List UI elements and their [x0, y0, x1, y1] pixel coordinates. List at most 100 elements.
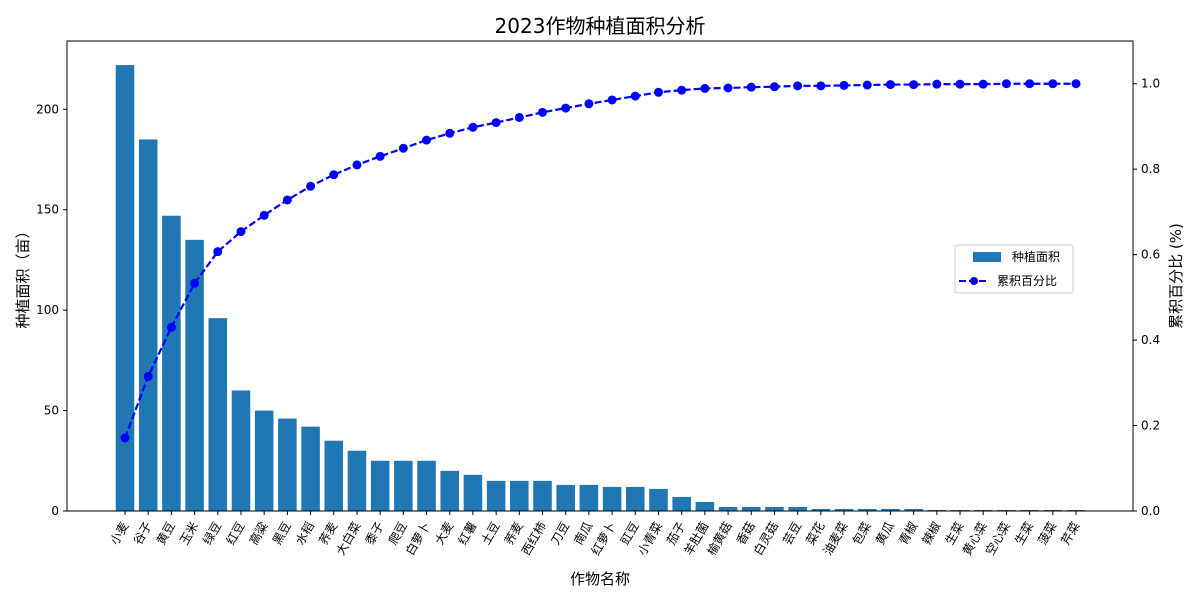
bar [254, 410, 274, 511]
cumulative-point [1025, 79, 1035, 89]
cumulative-point [375, 151, 385, 161]
bar [649, 488, 668, 511]
bar [1043, 509, 1063, 511]
x-tick-label: 芸豆 [780, 520, 804, 548]
x-tick-label: 菠菜 [1035, 520, 1059, 548]
bar [533, 480, 552, 511]
cumulative-point [769, 82, 779, 92]
bar [950, 509, 970, 511]
legend-bar-swatch [973, 252, 1001, 262]
left-y-axis: 0 50 100 150 200 [36, 102, 67, 518]
bar [672, 496, 691, 511]
bar [765, 506, 784, 511]
cumulative-point [190, 278, 200, 288]
right-y-tick-label: 0.4 [1141, 333, 1160, 347]
x-tick-label: 大麦 [432, 520, 456, 548]
bar [973, 509, 993, 511]
bar [394, 460, 413, 511]
x-tick-label: 土豆 [479, 520, 503, 548]
cumulative-point [352, 160, 362, 170]
cumulative-point [932, 79, 942, 89]
x-tick-label: 谷子 [131, 520, 155, 548]
cumulative-point [1001, 79, 1011, 89]
bar [556, 484, 575, 511]
x-tick-label: 南瓜 [571, 519, 596, 547]
cumulative-point [700, 83, 710, 93]
bar [927, 509, 947, 511]
left-y-axis-title: 种植面积（亩） [14, 223, 32, 328]
bar [904, 508, 923, 511]
cumulative-point [909, 80, 919, 90]
x-tick-label: 菜花 [802, 519, 827, 547]
x-tick-label: 黄豆 [154, 520, 178, 548]
cumulative-point [282, 195, 292, 205]
x-tick-label: 黑豆 [270, 520, 294, 548]
bar [231, 390, 251, 511]
bar [695, 501, 715, 511]
x-tick-label: 黄瓜 [873, 520, 897, 548]
bar [626, 486, 645, 511]
cumulative-point [422, 135, 432, 145]
bar [857, 508, 877, 511]
legend-label-bars: 种植面积 [1012, 249, 1060, 264]
bar [1066, 509, 1086, 511]
bar [997, 509, 1016, 511]
cumulative-point [885, 80, 895, 90]
x-tick-label: 高粱 [246, 519, 271, 547]
bar [602, 486, 622, 511]
cumulative-point [306, 181, 316, 191]
legend-line-marker [970, 277, 978, 285]
cumulative-point [120, 433, 130, 443]
cumulative-point [793, 81, 803, 91]
x-tick-label: 黍子 [363, 520, 387, 548]
left-y-tick-label: 0 [51, 504, 59, 518]
cumulative-point [677, 85, 687, 95]
x-tick-label: 玉米 [177, 520, 201, 548]
bar [185, 239, 204, 511]
x-tick-label: 红薯 [455, 519, 480, 547]
x-tick-label: 包菜 [850, 520, 874, 548]
right-y-tick-label: 0.2 [1141, 419, 1160, 433]
bar [486, 480, 506, 511]
cumulative-point [259, 210, 269, 220]
x-tick-label: 绿豆 [199, 519, 224, 547]
right-y-tick-label: 0.0 [1141, 504, 1160, 518]
bar [510, 480, 529, 511]
cumulative-point [514, 112, 524, 122]
bar [417, 460, 436, 511]
bar [579, 484, 599, 511]
right-y-tick-label: 0.8 [1141, 162, 1160, 176]
bar [811, 508, 831, 511]
cumulative-point [166, 322, 176, 332]
cumulative-point [561, 103, 571, 113]
cumulative-point [468, 122, 478, 132]
cumulative-point [213, 247, 223, 257]
cumulative-point [584, 99, 594, 109]
cumulative-point [1071, 79, 1081, 89]
left-y-tick-label: 200 [36, 102, 59, 116]
left-y-tick-label: 100 [36, 303, 59, 317]
cumulative-point [1048, 79, 1058, 89]
bar [138, 139, 158, 511]
bar [208, 318, 228, 511]
x-tick-label: 红豆 [223, 519, 248, 547]
bar [278, 418, 297, 511]
cumulative-line [123, 82, 1076, 439]
cumulative-point [816, 81, 826, 91]
cumulative-point [978, 79, 988, 89]
cumulative-point [538, 107, 548, 117]
cumulative-point [607, 95, 617, 105]
cumulative-point [723, 83, 733, 93]
bar [463, 474, 483, 511]
legend: 种植面积 累积百分比 [954, 244, 1074, 294]
bar [115, 65, 135, 511]
chart-title: 2023作物种植面积分析 [495, 14, 706, 38]
x-tick-label: 生菜 [1012, 520, 1036, 548]
x-tick-label: 小麦 [107, 520, 131, 548]
bars-layer [115, 65, 1086, 511]
x-tick-label: 辣椒 [919, 520, 943, 548]
bar [440, 470, 460, 511]
cumulative-point [653, 87, 663, 97]
